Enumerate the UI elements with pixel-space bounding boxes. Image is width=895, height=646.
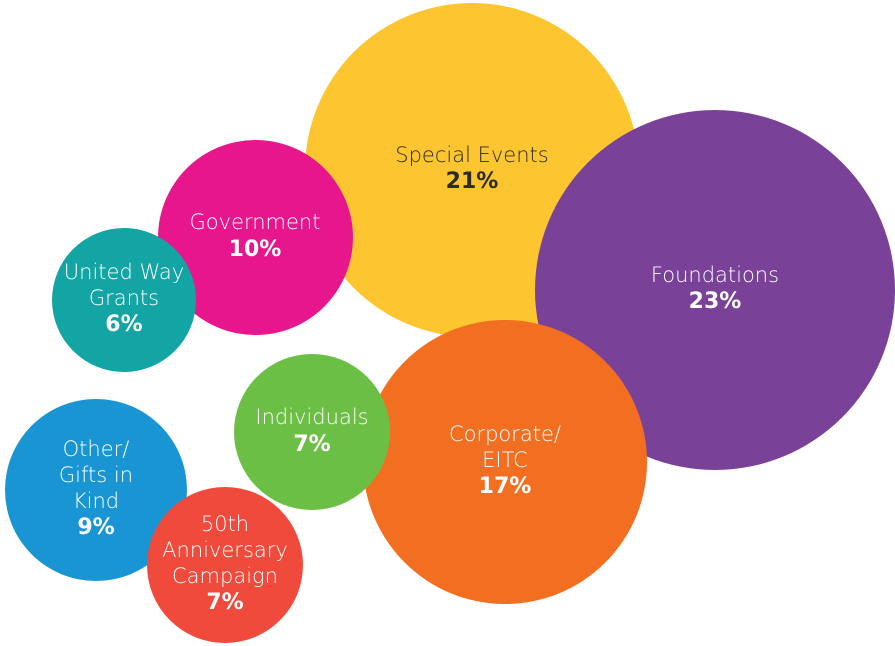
value-label: 21% bbox=[445, 169, 499, 195]
bubble-label: United Way Grants bbox=[63, 260, 185, 310]
bubble-label: Individuals bbox=[255, 404, 369, 429]
bubble-label: 50th Anniversary Campaign bbox=[162, 512, 288, 588]
value-label: 6% bbox=[105, 312, 143, 338]
bubble-label: Corporate/ EITC bbox=[448, 422, 562, 472]
bubble: Corporate/ EITC 17% bbox=[363, 320, 647, 604]
bubble: Individuals 7% bbox=[233, 353, 391, 511]
bubble: Other/ Gifts in Kind 9% bbox=[4, 398, 188, 582]
value-label: 23% bbox=[688, 289, 742, 315]
value-label: 10% bbox=[228, 236, 282, 262]
value-label: 9% bbox=[77, 515, 115, 541]
value-label: 7% bbox=[206, 590, 244, 616]
bubble: 50th Anniversary Campaign 7% bbox=[146, 486, 304, 644]
bubble-label: Foundations bbox=[650, 262, 780, 287]
bubble-label: Government bbox=[189, 209, 321, 234]
value-label: 7% bbox=[293, 431, 331, 457]
bubble-label: Other/ Gifts in Kind bbox=[58, 437, 134, 513]
bubble: United Way Grants 6% bbox=[51, 227, 197, 373]
value-label: 17% bbox=[478, 474, 532, 500]
bubble-label: Special Events bbox=[395, 142, 549, 167]
